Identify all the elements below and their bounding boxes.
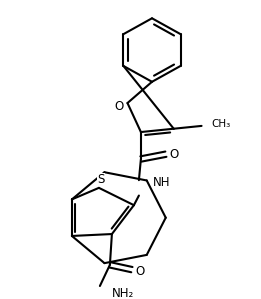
Text: O: O: [169, 148, 179, 161]
Text: S: S: [97, 173, 105, 186]
Text: NH: NH: [153, 176, 170, 189]
Text: NH₂: NH₂: [112, 287, 134, 299]
Text: CH₃: CH₃: [212, 119, 231, 129]
Text: O: O: [135, 265, 145, 278]
Text: O: O: [115, 100, 124, 113]
